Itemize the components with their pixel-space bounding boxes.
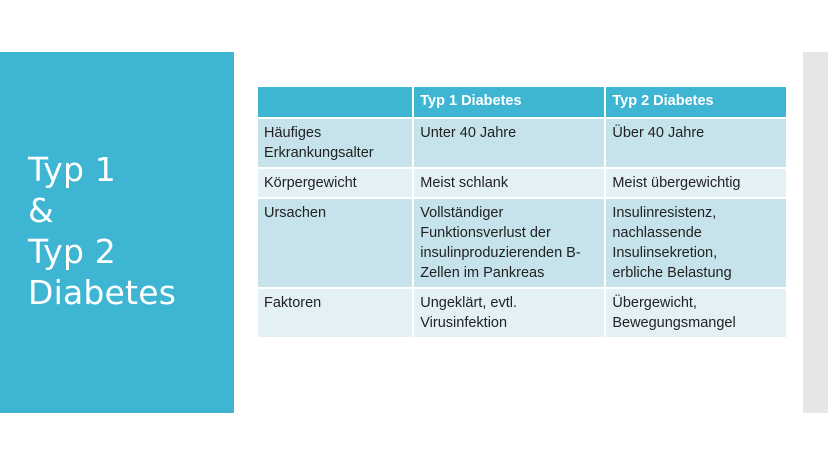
cell-line: Vollständiger [420, 205, 504, 221]
slide-title-line-4: Diabetes [28, 273, 177, 312]
table-row: Faktoren Ungeklärt, evtl. Virusinfektion… [255, 287, 788, 339]
side-bar [803, 52, 828, 413]
cell-line: insulinproduzierenden B- [420, 245, 581, 261]
cell-line: Zellen im Pankreas [420, 265, 545, 281]
typ2-cell: Insulinresistenz, nachlassende Insulinse… [604, 197, 788, 289]
cell-line: Übergewicht, [612, 295, 697, 311]
cell-line: Häufiges [264, 125, 322, 141]
cell-line: Insulinsekretion, [612, 245, 718, 261]
cell-line: Insulinresistenz, [612, 205, 717, 221]
cell-line: Ursachen [264, 205, 327, 221]
typ2-cell: Übergewicht, Bewegungsmangel [604, 287, 788, 339]
header-typ1: Typ 1 Diabetes [412, 85, 607, 119]
comparison-table: Typ 1 Diabetes Typ 2 Diabetes Häufiges E… [255, 85, 788, 339]
table-row: Körpergewicht Meist schlank Meist überge… [255, 167, 788, 199]
slide-title-line-3: Typ 2 [28, 232, 116, 271]
table-row: Ursachen Vollständiger Funktionsverlust … [255, 197, 788, 289]
cell-line: Virusinfektion [420, 315, 508, 331]
row-label: Faktoren [255, 287, 415, 339]
slide-title-line-2: & [28, 191, 54, 230]
cell-line: Bewegungsmangel [612, 315, 736, 331]
cell-line: Körpergewicht [264, 175, 357, 191]
cell-line: nachlassende [612, 225, 702, 241]
typ1-cell: Ungeklärt, evtl. Virusinfektion [412, 287, 607, 339]
cell-line: Funktionsverlust der [420, 225, 551, 241]
slide-title-line-1: Typ 1 [28, 150, 116, 189]
table-header-row: Typ 1 Diabetes Typ 2 Diabetes [255, 85, 788, 119]
typ1-cell: Vollständiger Funktionsverlust der insul… [412, 197, 607, 289]
cell-line: Über 40 Jahre [612, 125, 705, 141]
row-label: Ursachen [255, 197, 415, 289]
cell-line: Meist übergewichtig [612, 175, 741, 191]
typ1-cell: Unter 40 Jahre [412, 117, 607, 169]
row-label: Körpergewicht [255, 167, 415, 199]
cell-line: Ungeklärt, evtl. [420, 295, 517, 311]
typ1-cell: Meist schlank [412, 167, 607, 199]
row-label: Häufiges Erkrankungsalter [255, 117, 415, 169]
cell-line: erbliche Belastung [612, 265, 732, 281]
cell-line: Faktoren [264, 295, 322, 311]
title-panel: Typ 1 & Typ 2 Diabetes [0, 52, 234, 413]
table-row: Häufiges Erkrankungsalter Unter 40 Jahre… [255, 117, 788, 169]
header-empty [255, 85, 415, 119]
cell-line: Unter 40 Jahre [420, 125, 517, 141]
cell-line: Meist schlank [420, 175, 509, 191]
typ2-cell: Über 40 Jahre [604, 117, 788, 169]
typ2-cell: Meist übergewichtig [604, 167, 788, 199]
cell-line: Erkrankungsalter [264, 145, 374, 161]
header-typ2: Typ 2 Diabetes [604, 85, 788, 119]
